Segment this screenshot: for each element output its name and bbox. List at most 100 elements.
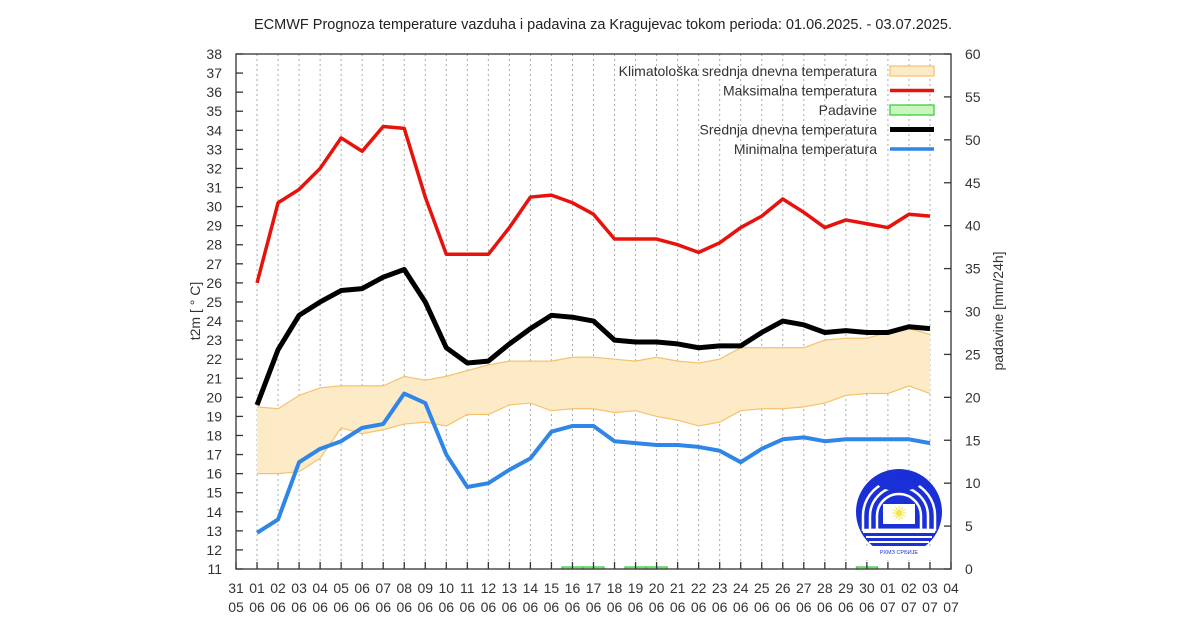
- x-tick-label-month: 06: [859, 599, 875, 615]
- y-tick-label: 30: [206, 199, 222, 215]
- x-tick-label-month: 06: [460, 599, 476, 615]
- y2-tick-label: 30: [965, 304, 981, 320]
- x-tick-label-month: 05: [228, 599, 244, 615]
- vertical-gridlines: [256, 54, 931, 569]
- logo-rings-icon: [854, 469, 944, 560]
- logo-sun-ray: [895, 506, 898, 511]
- x-tick-label-day: 04: [312, 580, 328, 596]
- x-tick-label-month: 06: [817, 599, 833, 615]
- legend-swatch: [889, 104, 935, 116]
- x-tick-label-month: 06: [586, 599, 602, 615]
- x-tick-label-day: 25: [754, 580, 770, 596]
- x-tick-label-day: 30: [859, 580, 875, 596]
- x-tick-label-month: 06: [796, 599, 812, 615]
- legend-item-mean: Srednja dnevna temperatura: [700, 122, 934, 138]
- x-tick-label-month: 06: [396, 599, 412, 615]
- x-tick-label-day: 15: [544, 580, 560, 596]
- legend: Klimatološka srednja dnevna temperatura M…: [619, 63, 935, 157]
- y-tick-label: 33: [206, 141, 222, 157]
- x-tick-label-month: 06: [649, 599, 665, 615]
- x-tick-label-day: 06: [354, 580, 370, 596]
- logo-sun-ray: [895, 515, 898, 520]
- y-tick-label: 36: [206, 84, 222, 100]
- x-tick-label-day: 21: [670, 580, 686, 596]
- x-tick-label-day: 02: [270, 580, 286, 596]
- x-tick-label-month: 07: [901, 599, 917, 615]
- x-tick-label-month: 06: [375, 599, 391, 615]
- x-tick-label-day: 22: [691, 580, 707, 596]
- x-tick-label-month: 06: [754, 599, 770, 615]
- x-tick-label-day: 05: [333, 580, 349, 596]
- y-tick-label: 38: [206, 46, 222, 62]
- legend-label: Maksimalna temperatura: [723, 83, 877, 99]
- y-tick-label: 32: [206, 160, 222, 176]
- x-axis: 31 05 01 06 02 06 03 06 04 06 05 06 06 06 07 06 08 06 09 06…: [228, 562, 959, 615]
- y2-tick-label: 60: [965, 46, 981, 62]
- y2-tick-label: 40: [965, 218, 981, 234]
- x-tick-label-month: 07: [922, 599, 938, 615]
- y-tick-label: 20: [206, 389, 222, 405]
- y-tick-label: 35: [206, 103, 222, 119]
- x-tick-label-month: 06: [628, 599, 644, 615]
- y-tick-label: 22: [206, 351, 222, 367]
- y-tick-label: 15: [206, 485, 222, 501]
- x-tick-label-day: 04: [943, 580, 959, 596]
- y-tick-label: 29: [206, 218, 222, 234]
- mean-temp-line: [254, 267, 931, 406]
- x-tick-label-month: 07: [943, 599, 959, 615]
- x-tick-label-day: 11: [460, 580, 475, 596]
- x-tick-label-month: 06: [291, 599, 307, 615]
- x-tick-label-day: 18: [607, 580, 623, 596]
- logo-cloud: [877, 473, 921, 491]
- x-tick-label-month: 06: [249, 599, 265, 615]
- x-tick-label-month: 06: [417, 599, 433, 615]
- logo-ring: [875, 492, 923, 532]
- y2-tick-label: 55: [965, 89, 981, 105]
- y-tick-label: 23: [206, 332, 222, 348]
- x-tick-label-day: 12: [481, 580, 497, 596]
- x-tick-label-day: 08: [396, 580, 412, 596]
- logo-sun-ray: [892, 514, 897, 517]
- x-tick-label-month: 06: [565, 599, 581, 615]
- x-tick-label-month: 06: [544, 599, 560, 615]
- x-tick-label-day: 16: [565, 580, 581, 596]
- x-tick-label-day: 07: [375, 580, 391, 596]
- x-tick-label-day: 27: [796, 580, 812, 596]
- y2-tick-label: 25: [965, 346, 981, 362]
- logo-sun-ray: [892, 509, 897, 512]
- x-tick-label-day: 24: [733, 580, 749, 596]
- y2-tick-label: 0: [965, 561, 973, 577]
- legend-item-climatology: Klimatološka srednja dnevna temperatura: [619, 63, 935, 79]
- min-temp-line: [255, 391, 931, 535]
- y-axis-right: 0 5 10 15 20 25 30 35 40 45 50 55 60: [944, 46, 981, 577]
- y-tick-label: 25: [206, 294, 222, 310]
- x-tick-label-day: 20: [649, 580, 665, 596]
- x-tick-label-day: 01: [880, 580, 896, 596]
- logo-sun-ray: [901, 509, 906, 512]
- y-axis-left: 11 12 13 14 15 16 17 18 19 20 21 22 23 24 25 26 27 28 29 30…: [206, 46, 243, 577]
- y-axis-title: t2m [ ° C]: [187, 282, 203, 341]
- y-tick-label: 37: [206, 65, 222, 81]
- y2-axis-title: padavine [mm/24h]: [990, 251, 1006, 370]
- x-tick-label-month: 06: [312, 599, 328, 615]
- y2-tick-label: 45: [965, 175, 981, 191]
- y-tick-label: 14: [206, 504, 222, 520]
- logo-sun-ray: [900, 515, 903, 520]
- x-tick-label-month: 06: [712, 599, 728, 615]
- y-tick-label: 12: [206, 542, 222, 558]
- legend-item-precip: Padavine: [819, 102, 935, 118]
- x-tick-label-day: 01: [249, 580, 265, 596]
- temperature-lines: [254, 124, 931, 535]
- y2-tick-label: 50: [965, 132, 981, 148]
- y2-tick-label: 5: [965, 518, 973, 534]
- legend-swatch: [889, 65, 935, 77]
- legend-item-min: Minimalna temperatura: [734, 141, 934, 157]
- x-tick-label-month: 06: [439, 599, 455, 615]
- chart-title: ECMWF Prognoza temperature vazduha i pad…: [254, 17, 952, 33]
- legend-label: Padavine: [819, 102, 878, 118]
- y-tick-label: 28: [206, 237, 222, 253]
- legend-label: Minimalna temperatura: [734, 141, 877, 157]
- climatology-lower-edge: [257, 385, 931, 475]
- x-tick-label-month: 06: [502, 599, 518, 615]
- x-tick-label-month: 06: [775, 599, 791, 615]
